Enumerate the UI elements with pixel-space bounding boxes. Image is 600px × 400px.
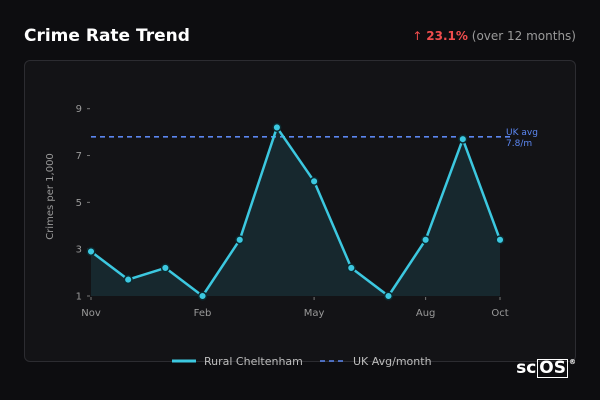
trend-percent: 23.1% <box>426 29 468 43</box>
registered-mark: ® <box>569 358 576 366</box>
brand-mark: OS <box>537 357 568 378</box>
brand-text: sc <box>516 358 537 378</box>
trend-change: ↑ 23.1% (over 12 months) <box>412 29 576 43</box>
data-point <box>346 263 356 273</box>
uk-average-value-label: 7.8/m <box>506 139 532 149</box>
legend-series-label: Rural Cheltenham <box>204 355 303 368</box>
x-tick-label: Feb <box>194 308 212 319</box>
y-tick-label: 3 <box>76 245 82 256</box>
y-tick-label: 9 <box>76 104 82 115</box>
trend-period: (over 12 months) <box>471 29 576 43</box>
x-tick-label: Nov <box>81 308 101 319</box>
chart-legend: Rural Cheltenham UK Avg/month <box>172 355 432 368</box>
data-point <box>458 134 468 144</box>
x-tick-label: Aug <box>416 308 436 319</box>
x-tick-label: Oct <box>491 308 508 319</box>
chart-title: Crime Rate Trend <box>24 26 190 46</box>
x-tick-label: May <box>304 308 325 319</box>
y-axis-label: Crimes per 1,000 <box>45 153 56 240</box>
data-point <box>309 176 319 186</box>
data-point <box>235 235 245 245</box>
data-point <box>272 122 282 132</box>
chart-card <box>24 60 576 362</box>
y-tick-label: 5 <box>76 198 82 209</box>
trend-up-icon: ↑ <box>412 29 423 43</box>
y-tick-label: 7 <box>76 151 82 162</box>
data-point <box>123 275 133 285</box>
data-point <box>86 246 96 257</box>
data-point <box>495 235 505 245</box>
uk-average-label: UK avg <box>506 128 538 138</box>
series-area <box>91 127 500 296</box>
legend-average-label: UK Avg/month <box>353 355 432 368</box>
data-point <box>383 291 394 301</box>
data-point <box>160 263 170 273</box>
data-point <box>197 291 208 301</box>
brand-logo: sc OS ® <box>516 358 576 378</box>
series-line <box>90 126 502 298</box>
chart-axes: 1 3 5 7 9 Nov Feb May Aug Oct Crimes per 1,000 <box>45 104 509 319</box>
y-tick-label: 1 <box>76 292 82 303</box>
data-point <box>421 235 431 245</box>
